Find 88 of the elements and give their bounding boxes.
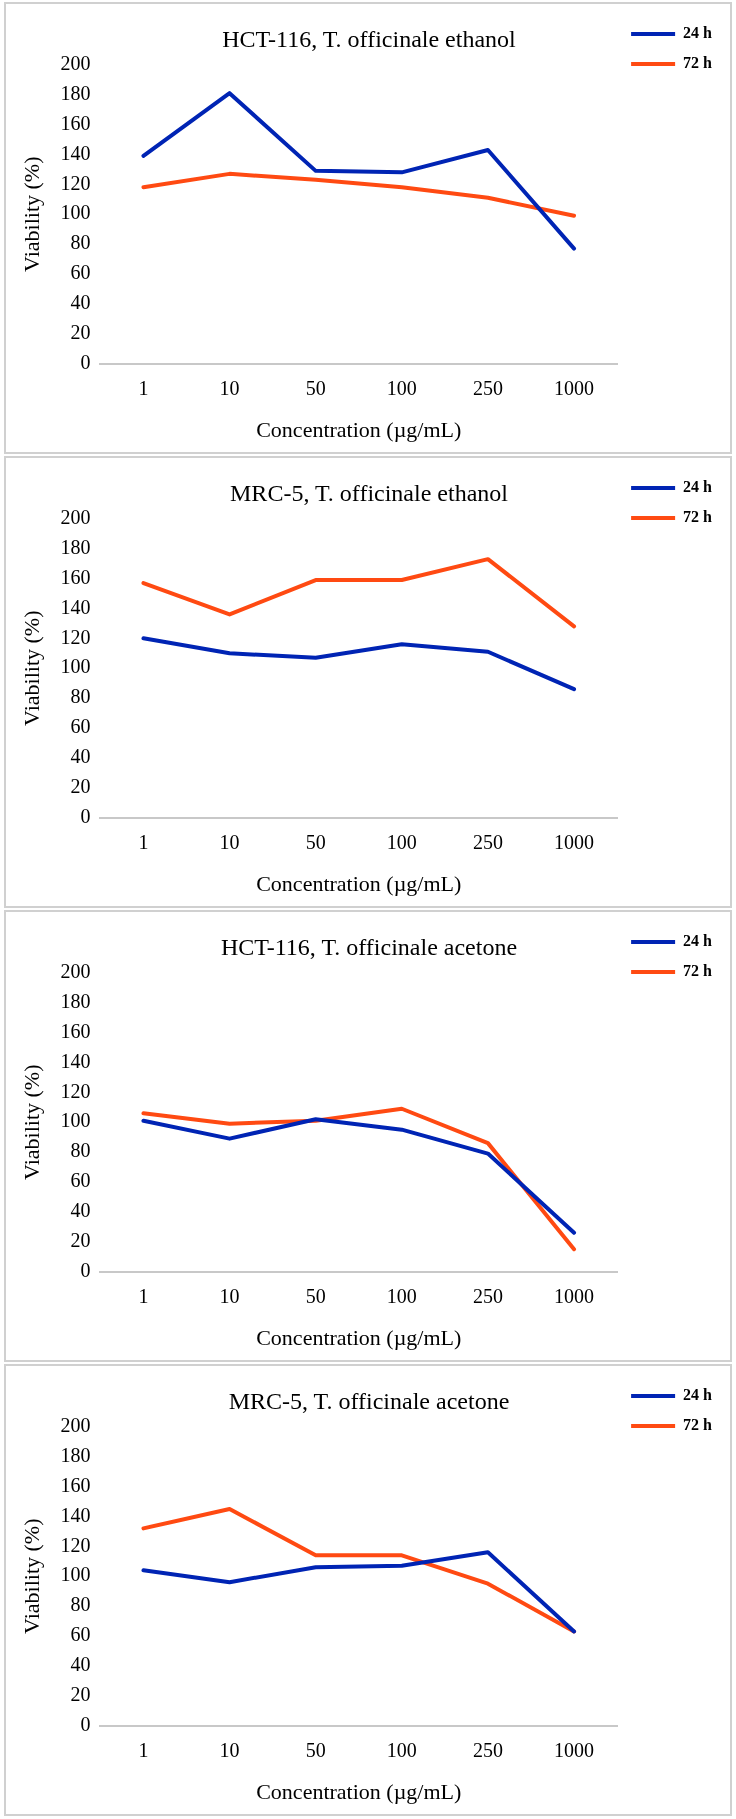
y-tick-label: 140 bbox=[60, 1503, 91, 1526]
y-tick-label: 200 bbox=[60, 1414, 91, 1437]
legend-label: 72 h bbox=[683, 962, 713, 980]
y-tick-label: 200 bbox=[60, 52, 91, 75]
y-tick-label: 180 bbox=[60, 81, 91, 104]
y-tick-label: 160 bbox=[60, 111, 91, 134]
y-tick-label: 20 bbox=[70, 774, 91, 797]
legend-label: 24 h bbox=[683, 24, 713, 42]
x-tick-label: 250 bbox=[472, 830, 503, 853]
y-tick-label: 60 bbox=[70, 715, 91, 738]
y-tick-label: 140 bbox=[60, 141, 91, 164]
x-tick-label: 1 bbox=[138, 1738, 149, 1761]
y-tick-label: 80 bbox=[70, 1593, 91, 1616]
y-tick-label: 40 bbox=[70, 291, 91, 314]
y-tick-label: 120 bbox=[60, 1079, 91, 1102]
x-tick-label: 10 bbox=[219, 376, 240, 399]
x-tick-label: 100 bbox=[386, 830, 417, 853]
x-tick-label: 1000 bbox=[554, 376, 595, 399]
x-tick-label: 1 bbox=[138, 1284, 149, 1307]
legend-label: 24 h bbox=[683, 1386, 713, 1404]
chart-title: MRC-5, T. officinale ethanol bbox=[230, 479, 509, 506]
y-tick-label: 60 bbox=[70, 261, 91, 284]
legend-label: 72 h bbox=[683, 508, 713, 526]
y-axis-title: Viability (%) bbox=[18, 156, 44, 272]
y-tick-label: 100 bbox=[60, 1109, 91, 1132]
y-tick-label: 120 bbox=[60, 625, 91, 648]
x-tick-label: 100 bbox=[386, 376, 417, 399]
y-tick-label: 200 bbox=[60, 960, 91, 983]
x-tick-label: 50 bbox=[305, 376, 326, 399]
y-tick-label: 20 bbox=[70, 1228, 91, 1251]
y-axis-title: Viability (%) bbox=[18, 1064, 44, 1180]
y-tick-label: 0 bbox=[80, 350, 91, 373]
x-tick-label: 10 bbox=[219, 1284, 240, 1307]
legend-label: 72 h bbox=[683, 54, 713, 72]
y-tick-label: 200 bbox=[60, 506, 91, 529]
y-tick-label: 80 bbox=[70, 1139, 91, 1162]
y-axis-title: Viability (%) bbox=[18, 1518, 44, 1634]
x-tick-label: 250 bbox=[472, 1284, 503, 1307]
y-tick-label: 160 bbox=[60, 1473, 91, 1496]
x-tick-label: 1 bbox=[138, 376, 149, 399]
y-tick-label: 20 bbox=[70, 320, 91, 343]
y-tick-label: 160 bbox=[60, 1019, 91, 1042]
y-tick-label: 120 bbox=[60, 1533, 91, 1556]
y-tick-label: 40 bbox=[70, 1653, 91, 1676]
x-tick-label: 50 bbox=[305, 830, 326, 853]
y-tick-label: 40 bbox=[70, 745, 91, 768]
y-tick-label: 40 bbox=[70, 1199, 91, 1222]
y-tick-label: 0 bbox=[80, 1712, 91, 1735]
x-tick-label: 10 bbox=[219, 1738, 240, 1761]
x-tick-label: 1000 bbox=[554, 1284, 595, 1307]
x-tick-label: 1000 bbox=[554, 1738, 595, 1761]
y-tick-label: 0 bbox=[80, 804, 91, 827]
chart-title: MRC-5, T. officinale acetone bbox=[228, 1387, 510, 1414]
y-tick-label: 140 bbox=[60, 595, 91, 618]
legend-label: 24 h bbox=[683, 478, 713, 496]
y-tick-label: 180 bbox=[60, 535, 91, 558]
y-tick-label: 80 bbox=[70, 685, 91, 708]
y-tick-label: 60 bbox=[70, 1623, 91, 1646]
x-tick-label: 1000 bbox=[554, 830, 595, 853]
x-axis-title: Concentration (µg/mL) bbox=[256, 1324, 462, 1350]
y-tick-label: 60 bbox=[70, 1169, 91, 1192]
x-tick-label: 1 bbox=[138, 830, 149, 853]
y-tick-label: 80 bbox=[70, 231, 91, 254]
y-tick-label: 0 bbox=[80, 1258, 91, 1281]
y-tick-label: 160 bbox=[60, 565, 91, 588]
x-tick-label: 100 bbox=[386, 1284, 417, 1307]
x-tick-label: 10 bbox=[219, 830, 240, 853]
y-tick-label: 100 bbox=[60, 1563, 91, 1586]
y-tick-label: 140 bbox=[60, 1049, 91, 1072]
y-tick-label: 100 bbox=[60, 655, 91, 678]
y-tick-label: 180 bbox=[60, 989, 91, 1012]
x-tick-label: 100 bbox=[386, 1738, 417, 1761]
x-axis-title: Concentration (µg/mL) bbox=[256, 870, 462, 896]
y-tick-label: 180 bbox=[60, 1443, 91, 1466]
x-tick-label: 50 bbox=[305, 1738, 326, 1761]
chart-title: HCT-116, T. officinale ethanol bbox=[222, 25, 517, 52]
chart-title: HCT-116, T. officinale acetone bbox=[220, 933, 518, 960]
y-axis-title: Viability (%) bbox=[18, 610, 44, 726]
legend-label: 24 h bbox=[683, 932, 713, 950]
y-tick-label: 120 bbox=[60, 171, 91, 194]
x-axis-title: Concentration (µg/mL) bbox=[256, 416, 462, 442]
x-tick-label: 250 bbox=[472, 1738, 503, 1761]
y-tick-label: 100 bbox=[60, 201, 91, 224]
legend-label: 72 h bbox=[683, 1416, 713, 1434]
x-axis-title: Concentration (µg/mL) bbox=[256, 1778, 462, 1804]
y-tick-label: 20 bbox=[70, 1682, 91, 1705]
x-tick-label: 50 bbox=[305, 1284, 326, 1307]
x-tick-label: 250 bbox=[472, 376, 503, 399]
